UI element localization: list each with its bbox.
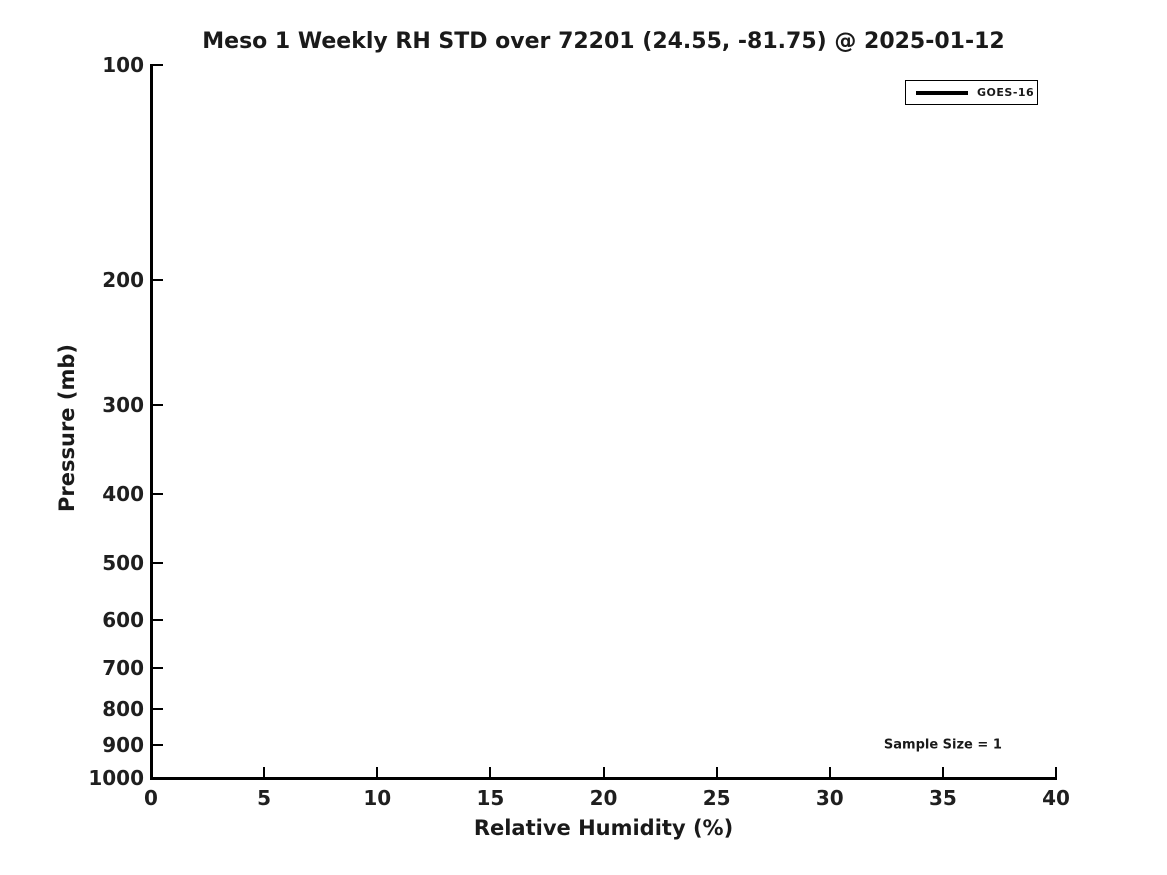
y-tick: [153, 777, 163, 779]
plot-series-svg: [151, 65, 1056, 778]
chart-title: Meso 1 Weekly RH STD over 72201 (24.55, …: [202, 29, 1005, 54]
x-tick: [941, 767, 944, 777]
y-tick: [153, 744, 163, 747]
y-tick-label: 200: [102, 267, 144, 292]
y-tick: [153, 707, 163, 710]
y-tick: [153, 562, 163, 565]
y-tick: [153, 278, 163, 281]
x-tick-label: 30: [815, 786, 844, 810]
y-tick-label: 500: [102, 551, 144, 576]
legend-line-sample: [916, 90, 968, 95]
y-tick: [153, 404, 163, 407]
y-axis-spine: [150, 64, 153, 780]
x-tick: [1055, 767, 1057, 777]
x-tick: [489, 767, 492, 777]
y-tick: [153, 618, 163, 621]
y-tick: [153, 666, 163, 669]
x-tick-label: 40: [1042, 786, 1070, 810]
x-tick: [828, 767, 831, 777]
x-tick-label: 35: [928, 786, 957, 810]
sample-size-annotation: Sample Size = 1: [883, 737, 1002, 753]
y-tick-label: 700: [102, 655, 144, 680]
y-tick-label: 400: [102, 482, 144, 507]
x-tick-label: 10: [363, 786, 392, 810]
y-tick-label: 300: [102, 393, 144, 418]
y-tick-label: 100: [102, 53, 144, 77]
y-tick-label: 600: [102, 607, 144, 632]
y-tick: [153, 64, 163, 66]
x-tick: [376, 767, 379, 777]
x-tick-label: 20: [589, 786, 618, 810]
x-tick: [715, 767, 718, 777]
y-tick: [153, 493, 163, 496]
x-tick: [263, 767, 266, 777]
x-axis-label: Relative Humidity (%): [473, 816, 734, 840]
x-tick-label: 25: [702, 786, 731, 810]
x-axis-spine: [150, 777, 1057, 780]
legend-label: GOES-16: [977, 86, 1035, 99]
x-tick: [602, 767, 605, 777]
x-tick: [150, 767, 152, 777]
x-tick-label: 15: [476, 786, 505, 810]
y-tick-label: 800: [102, 696, 144, 721]
y-tick-label: 900: [102, 733, 144, 758]
legend: GOES-16: [905, 80, 1038, 105]
x-tick-label: 5: [257, 786, 272, 810]
y-tick-label: 1000: [88, 766, 144, 790]
x-tick-label: 0: [144, 786, 158, 810]
